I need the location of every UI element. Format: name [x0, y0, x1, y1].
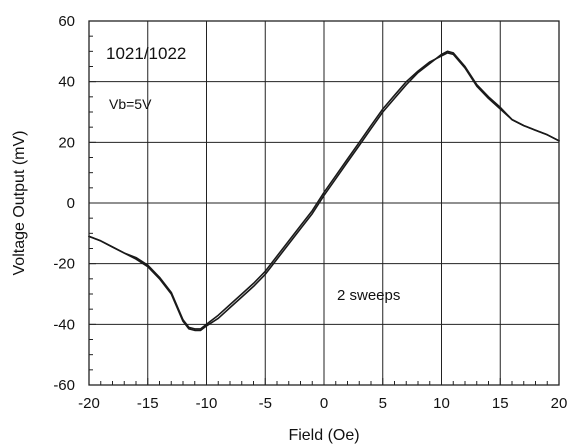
y-tick-label: 60	[58, 13, 75, 30]
x-tick-label: 0	[320, 395, 328, 412]
x-tick-labels: -20 -15 -10 -5 0 5 10 15 20	[78, 395, 567, 412]
y-tick-labels: -60 -40 -20 0 20 40 60	[53, 13, 75, 394]
x-tick-label: -20	[78, 395, 100, 412]
x-tick-label: 15	[492, 395, 509, 412]
y-tick-label: -60	[53, 377, 75, 394]
y-axis-label: Voltage Output (mV)	[11, 131, 28, 276]
y-tick-label: -40	[53, 316, 75, 333]
x-tick-label: -10	[196, 395, 218, 412]
grid-lines	[89, 21, 559, 385]
plot-frame	[88, 20, 560, 386]
y-tick-label: -20	[53, 256, 75, 273]
x-tick-label: 10	[433, 395, 450, 412]
annotation-bias-voltage: Vb=5V	[109, 96, 152, 112]
y-tick-label: 20	[58, 134, 75, 151]
series-lines	[88, 50, 560, 332]
x-tick-label: 20	[551, 395, 568, 412]
x-tick-label: 5	[379, 395, 387, 412]
sweep-line-2	[88, 52, 560, 330]
y-tick-label: 0	[67, 195, 75, 212]
x-tick-label: -5	[259, 395, 272, 412]
annotation-sample-id: 1021/1022	[106, 44, 186, 63]
x-axis-label: Field (Oe)	[288, 427, 359, 444]
y-tick-label: 40	[58, 74, 75, 91]
annotation-sweeps: 2 sweeps	[337, 287, 400, 304]
x-tick-label: -15	[137, 395, 159, 412]
